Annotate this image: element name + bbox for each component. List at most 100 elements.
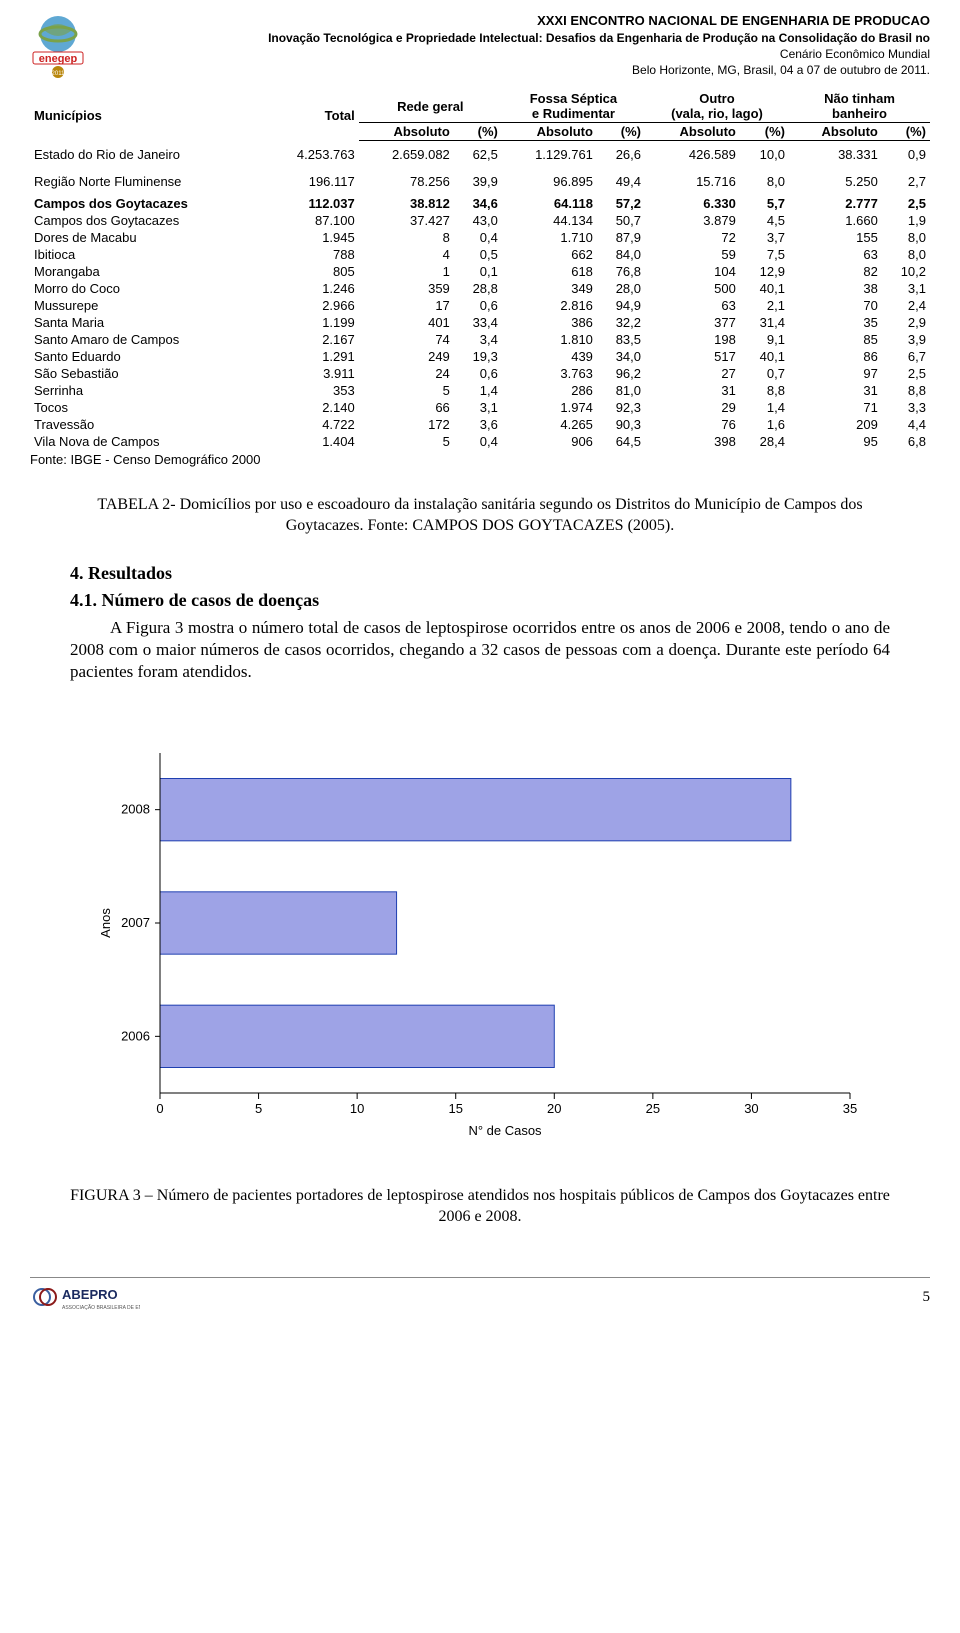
cell-fs-p: 81,0 (597, 382, 645, 399)
col-fossa: Fossa Sépticae Rudimentar (502, 90, 645, 123)
cell-label: Dores de Macabu (30, 229, 264, 246)
cell-rg-a: 17 (359, 297, 454, 314)
cell-rg-a: 4 (359, 246, 454, 263)
cell-label: Campos dos Goytacazes (30, 195, 264, 212)
cell-ou-a: 377 (645, 314, 740, 331)
cell-nb-p: 2,5 (882, 365, 930, 382)
cell-fs-a: 3.763 (502, 365, 597, 382)
cell-fs-p: 92,3 (597, 399, 645, 416)
cell-ou-p: 4,5 (740, 212, 789, 229)
table-row: Serrinha35351,428681,0318,8318,8 (30, 382, 930, 399)
figure-caption: FIGURA 3 – Número de pacientes portadore… (70, 1186, 890, 1228)
cell-ou-p: 1,6 (740, 416, 789, 433)
cell-ou-p: 10,0 (740, 141, 789, 169)
svg-text:ABEPRO: ABEPRO (62, 1287, 118, 1302)
cell-total: 2.167 (264, 331, 359, 348)
cell-rg-p: 28,8 (454, 280, 502, 297)
cell-fs-p: 28,0 (597, 280, 645, 297)
cell-nb-p: 3,3 (882, 399, 930, 416)
cell-fs-p: 34,0 (597, 348, 645, 365)
cell-rg-a: 74 (359, 331, 454, 348)
x-tick-label: 0 (156, 1101, 163, 1116)
page-number: 5 (923, 1289, 931, 1306)
table-row: Santo Amaro de Campos2.167743,41.81083,5… (30, 331, 930, 348)
col-rede-geral: Rede geral (359, 90, 502, 123)
cell-total: 1.246 (264, 280, 359, 297)
cell-label: Tocos (30, 399, 264, 416)
cell-ou-a: 29 (645, 399, 740, 416)
cell-fs-p: 94,9 (597, 297, 645, 314)
cell-fs-a: 906 (502, 433, 597, 450)
data-table: Municípios Total Rede geral Fossa Séptic… (30, 90, 930, 450)
y-axis-label: Anos (98, 908, 113, 938)
cell-fs-a: 96.895 (502, 168, 597, 195)
sub-fs-pct: (%) (597, 123, 645, 141)
cell-ou-p: 1,4 (740, 399, 789, 416)
page-header: enegep 2011 XXXI ENCONTRO NACIONAL DE EN… (30, 12, 930, 82)
cell-fs-p: 57,2 (597, 195, 645, 212)
header-text-block: XXXI ENCONTRO NACIONAL DE ENGENHARIA DE … (130, 12, 930, 78)
cell-rg-p: 0,4 (454, 433, 502, 450)
cell-ou-a: 104 (645, 263, 740, 280)
cell-rg-a: 401 (359, 314, 454, 331)
cell-nb-p: 8,8 (882, 382, 930, 399)
header-line2: Inovação Tecnológica e Propriedade Intel… (130, 30, 930, 46)
cell-ou-a: 517 (645, 348, 740, 365)
cell-total: 4.253.763 (264, 141, 359, 169)
cell-total: 353 (264, 382, 359, 399)
x-tick-label: 35 (843, 1101, 857, 1116)
x-axis-label: N° de Casos (468, 1123, 542, 1138)
cell-total: 788 (264, 246, 359, 263)
cell-rg-a: 5 (359, 433, 454, 450)
sub-ou-abs: Absoluto (645, 123, 740, 141)
cell-label: Estado do Rio de Janeiro (30, 141, 264, 169)
table-row: Santa Maria1.19940133,438632,237731,4352… (30, 314, 930, 331)
cell-total: 2.140 (264, 399, 359, 416)
cell-fs-p: 83,5 (597, 331, 645, 348)
cell-label: São Sebastião (30, 365, 264, 382)
sub-fs-abs: Absoluto (502, 123, 597, 141)
svg-text:enegep: enegep (39, 53, 78, 65)
cell-ou-p: 3,7 (740, 229, 789, 246)
cell-nb-a: 95 (789, 433, 882, 450)
cell-fs-a: 2.816 (502, 297, 597, 314)
cell-nb-p: 2,9 (882, 314, 930, 331)
cell-label: Santa Maria (30, 314, 264, 331)
cell-rg-p: 62,5 (454, 141, 502, 169)
cell-fs-p: 50,7 (597, 212, 645, 229)
cell-total: 805 (264, 263, 359, 280)
cell-rg-a: 78.256 (359, 168, 454, 195)
col-outro: Outro(vala, rio, lago) (645, 90, 789, 123)
cell-rg-a: 2.659.082 (359, 141, 454, 169)
cell-rg-p: 19,3 (454, 348, 502, 365)
cell-fs-p: 49,4 (597, 168, 645, 195)
table-row: Tocos2.140663,11.97492,3291,4713,3 (30, 399, 930, 416)
cell-fs-p: 84,0 (597, 246, 645, 263)
cell-nb-a: 2.777 (789, 195, 882, 212)
cell-ou-a: 59 (645, 246, 740, 263)
bar (160, 778, 791, 840)
cell-label: Travessão (30, 416, 264, 433)
cell-total: 1.945 (264, 229, 359, 246)
cell-ou-p: 40,1 (740, 280, 789, 297)
cell-fs-p: 64,5 (597, 433, 645, 450)
cell-rg-p: 3,6 (454, 416, 502, 433)
cell-nb-a: 1.660 (789, 212, 882, 229)
cell-ou-a: 76 (645, 416, 740, 433)
cell-rg-a: 249 (359, 348, 454, 365)
cell-rg-a: 359 (359, 280, 454, 297)
cell-label: Santo Eduardo (30, 348, 264, 365)
cell-ou-p: 8,8 (740, 382, 789, 399)
cell-nb-a: 155 (789, 229, 882, 246)
cell-nb-a: 35 (789, 314, 882, 331)
table-source: Fonte: IBGE - Censo Demográfico 2000 (30, 452, 930, 467)
svg-text:2011: 2011 (52, 71, 66, 77)
table-caption: TABELA 2- Domicílios por uso e escoadour… (70, 495, 890, 537)
cell-rg-p: 43,0 (454, 212, 502, 229)
cell-ou-a: 27 (645, 365, 740, 382)
table-row: Ibitioca78840,566284,0597,5638,0 (30, 246, 930, 263)
cell-total: 3.911 (264, 365, 359, 382)
cell-ou-a: 198 (645, 331, 740, 348)
cell-total: 1.291 (264, 348, 359, 365)
cell-nb-a: 63 (789, 246, 882, 263)
